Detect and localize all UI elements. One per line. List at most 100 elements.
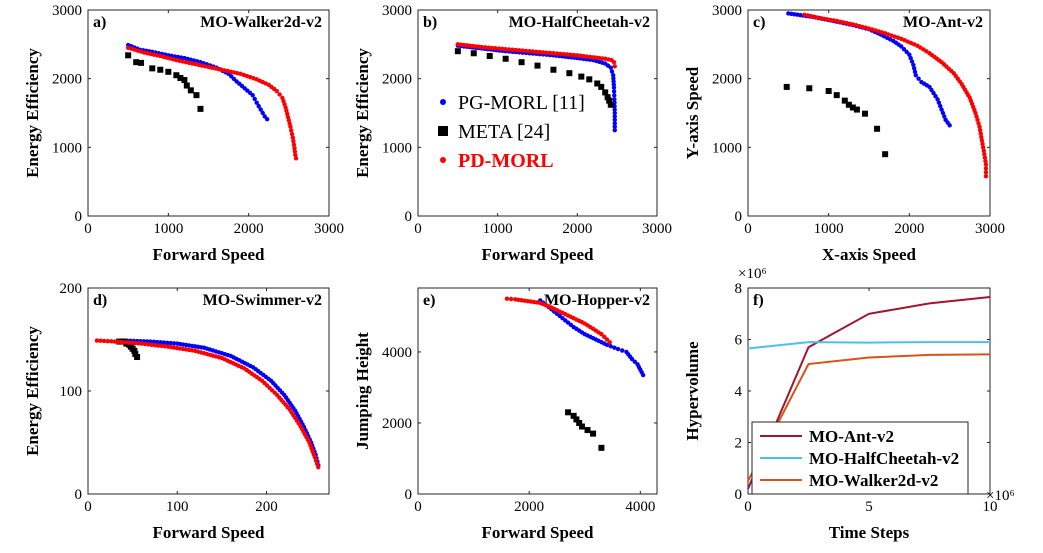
data-point — [899, 44, 904, 49]
data-point — [197, 105, 204, 112]
data-point — [187, 87, 194, 94]
panel-e: 0 2000 4000 0 2000 4000 Forward Speed Jumping H… — [353, 287, 658, 542]
data-point — [132, 350, 139, 357]
front-dot — [122, 340, 128, 345]
data-point — [479, 44, 484, 50]
front-dot — [277, 92, 282, 97]
y-tick-label: 4000 — [382, 345, 412, 361]
front-dot — [980, 145, 986, 150]
data-point — [853, 106, 860, 113]
data-point — [470, 50, 477, 57]
panel-c: 0 1000 2000 3000 0 1000 2000 3000 X-axis Speed Y-… — [683, 3, 1005, 264]
data-point — [598, 83, 605, 90]
panel-label: f) — [753, 292, 764, 309]
front-dot — [938, 103, 943, 109]
front-dot — [981, 148, 986, 153]
y-tick-label: 2000 — [712, 72, 742, 88]
data-point — [486, 53, 493, 60]
front-dot — [105, 338, 110, 344]
panel-title: MO-Swimmer-v2 — [203, 292, 322, 309]
x-multiplier: ×10⁶ — [986, 488, 1015, 504]
front-dot — [291, 142, 297, 147]
data-point — [615, 346, 621, 352]
front-dot — [313, 458, 319, 463]
front-dot — [601, 334, 607, 340]
data-point — [181, 77, 188, 84]
x-tick-label: 0 — [84, 499, 92, 515]
data-point — [607, 101, 614, 108]
y-tick-label: 0 — [75, 487, 83, 503]
front-dot — [154, 339, 160, 345]
front-dot — [289, 128, 294, 133]
data-point — [292, 145, 297, 151]
front-dot — [544, 50, 549, 55]
front-dot — [983, 170, 989, 175]
front-dot — [540, 50, 546, 55]
front-dot — [98, 338, 103, 343]
x-tick-label: 2000 — [234, 221, 264, 237]
data-point — [288, 124, 293, 129]
data-point — [131, 347, 138, 354]
panel-title: MO-Walker2d-v2 — [200, 14, 322, 31]
x-tick-label: 3000 — [314, 221, 344, 237]
plot-frame-d — [87, 287, 330, 495]
panel-a: 0 1000 2000 3000 0 1000 2000 3000 Forward Speed E… — [23, 3, 344, 264]
legend-label: MO-HalfCheetah-v2 — [809, 449, 959, 468]
front-dot — [612, 345, 617, 350]
data-point — [640, 372, 646, 378]
x-tick-label: 4000 — [625, 499, 655, 515]
y-tick-label: 200 — [60, 281, 83, 297]
front-dot — [534, 49, 539, 54]
series-meta-24- — [783, 83, 889, 158]
front-dot — [109, 339, 114, 344]
front-dot — [289, 131, 295, 137]
panel-title: MO-Ant-v2 — [903, 14, 983, 31]
data-point — [173, 72, 180, 79]
series-meta-24- — [454, 48, 614, 108]
y-tick-label: 1000 — [382, 140, 412, 156]
data-point — [611, 85, 617, 90]
x-tick-label: 200 — [255, 499, 278, 515]
data-point — [939, 107, 944, 112]
data-point — [612, 64, 617, 69]
data-point — [935, 97, 940, 102]
y-multiplier: ×10⁶ — [738, 266, 767, 282]
y-tick-label: 2000 — [382, 416, 412, 432]
x-tick-label: 2000 — [562, 221, 592, 237]
data-point — [139, 341, 144, 346]
data-point — [598, 444, 605, 451]
x-tick-label: 1000 — [153, 221, 183, 237]
front-dot — [983, 158, 988, 164]
data-point — [586, 76, 593, 83]
front-dot — [901, 46, 907, 52]
x-tick-label: 0 — [744, 499, 752, 515]
legend-label: MO-Ant-v2 — [809, 427, 894, 446]
front-dot — [165, 340, 170, 346]
y-tick-label: 2000 — [52, 72, 82, 88]
front-dot — [936, 100, 942, 105]
y-axis-label: Hypervolume — [683, 341, 702, 441]
front-dot — [115, 339, 121, 345]
front-dot — [568, 52, 573, 57]
data-point — [454, 48, 461, 55]
data-point — [290, 135, 296, 140]
data-point — [250, 92, 255, 98]
data-point — [947, 123, 952, 128]
y-axis-label: Y-axis Speed — [683, 66, 702, 159]
front-dot — [942, 114, 947, 119]
data-point — [503, 46, 508, 52]
y-tick-label: 2 — [735, 436, 743, 452]
panel-label: c) — [753, 14, 765, 31]
front-dot — [632, 359, 637, 364]
front-dot — [554, 51, 560, 56]
data-point — [112, 339, 117, 344]
front-dot — [125, 340, 131, 345]
x-tick-label: 10 — [983, 499, 998, 515]
front-dot — [149, 342, 154, 347]
front-dot — [159, 343, 164, 349]
data-point — [612, 127, 617, 133]
data-point — [578, 73, 585, 80]
front-dot — [608, 344, 613, 349]
data-point — [573, 416, 580, 423]
